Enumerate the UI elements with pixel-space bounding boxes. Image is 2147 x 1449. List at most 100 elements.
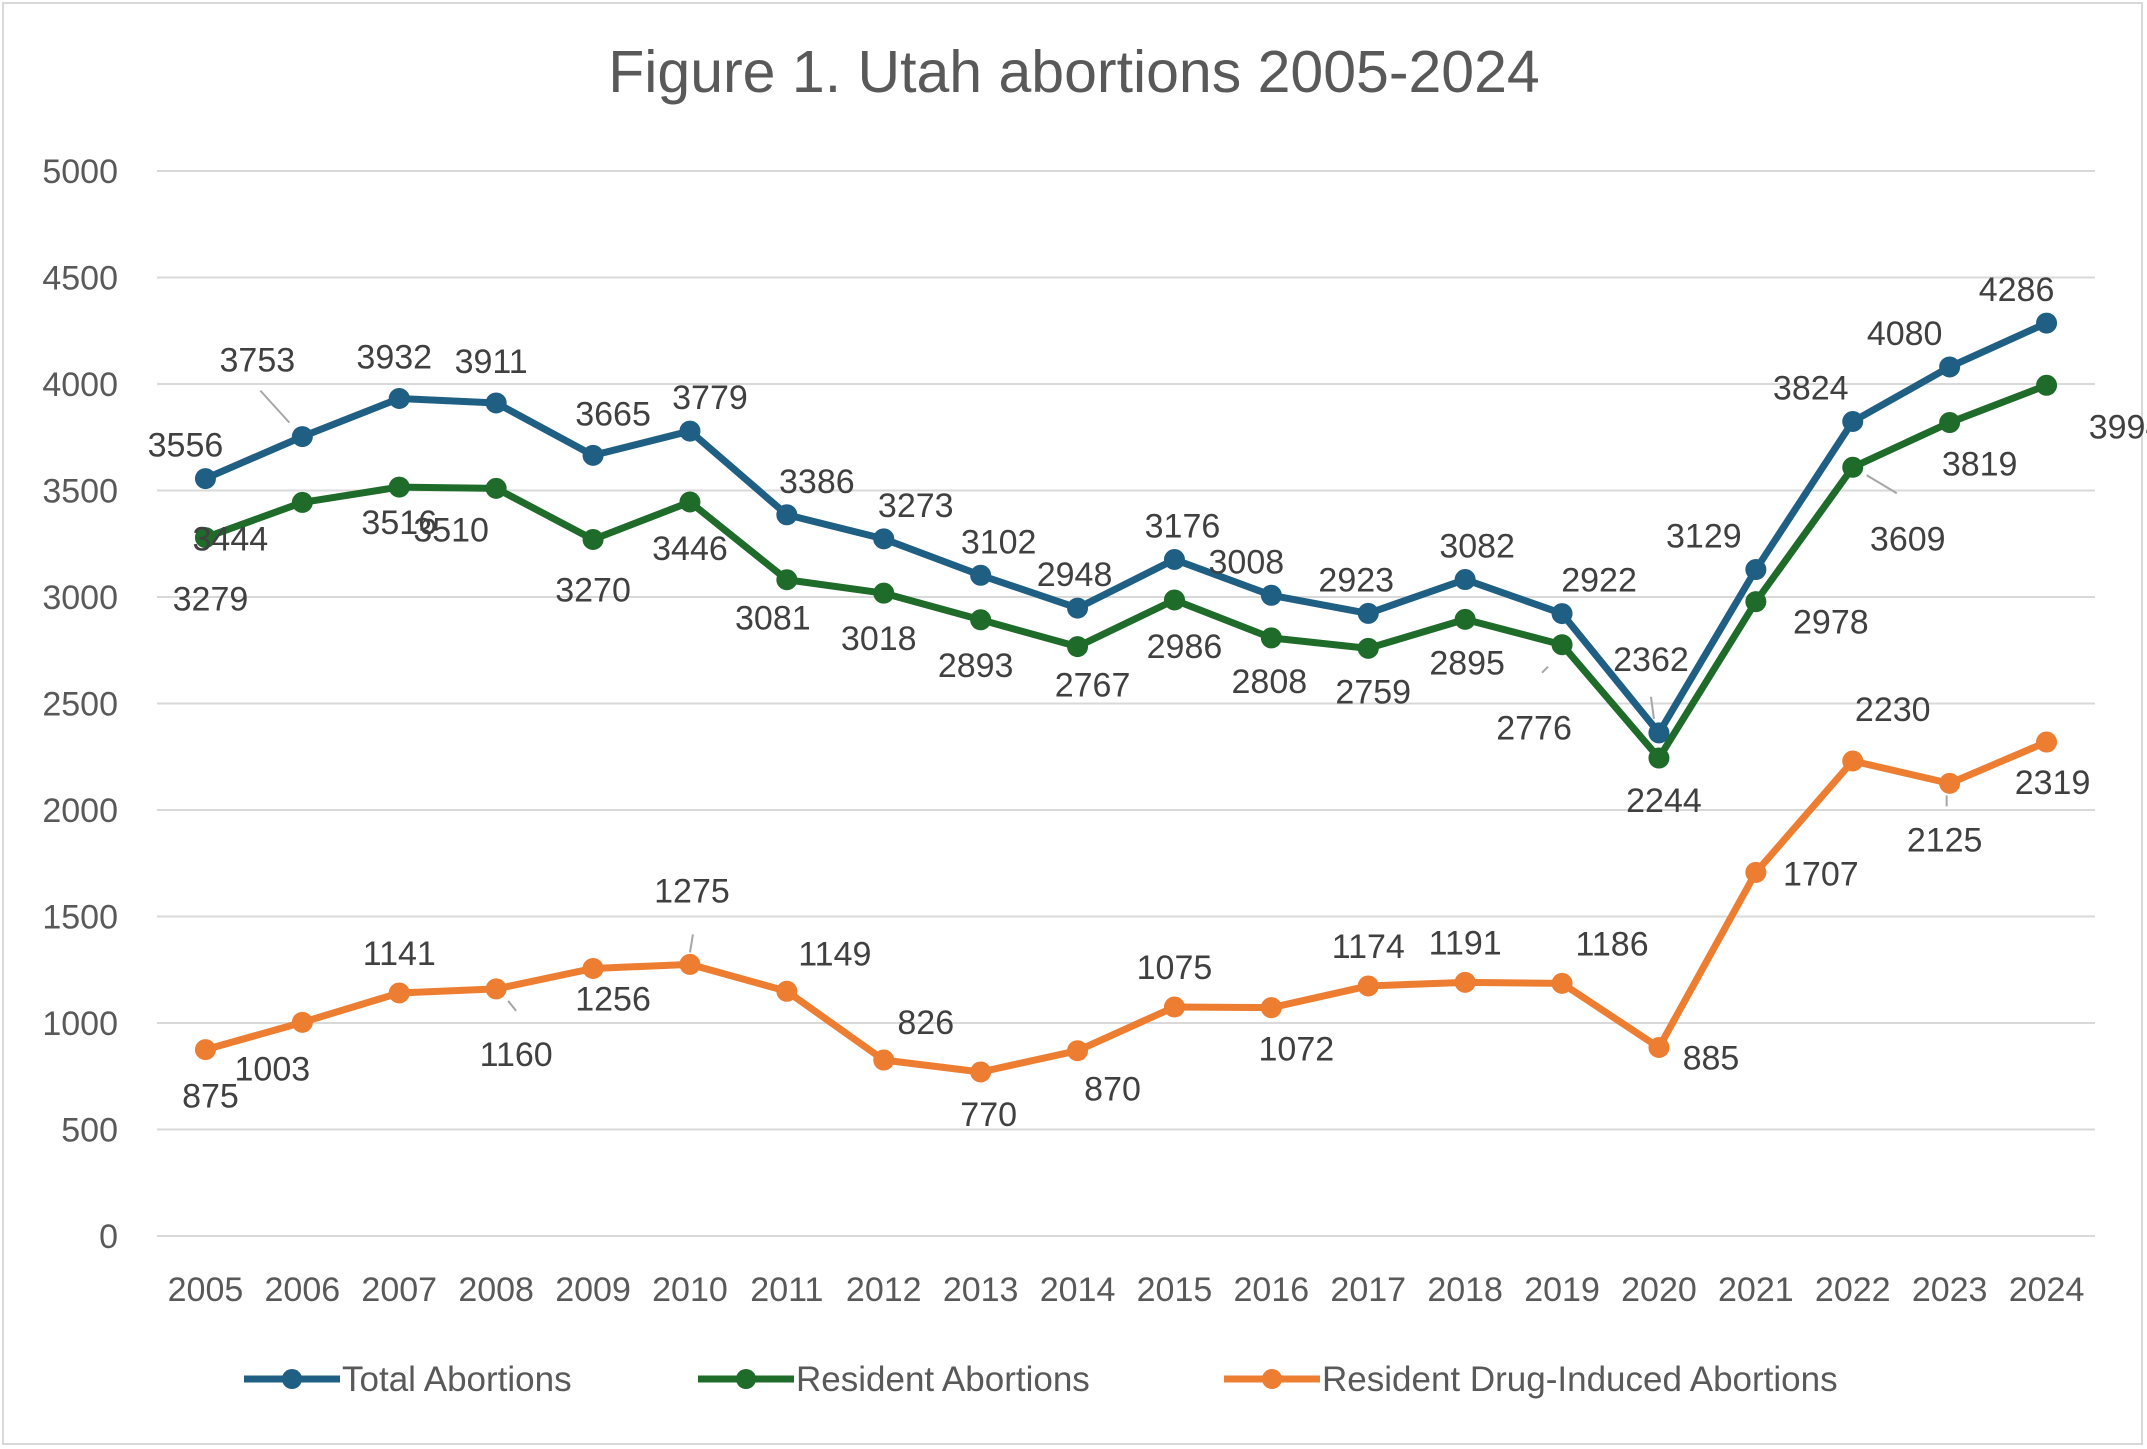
data-label: 1160: [480, 1036, 553, 1074]
data-point: [1067, 597, 1089, 619]
data-point: [1745, 559, 1767, 581]
data-label: 3386: [779, 463, 855, 501]
y-tick-label: 2500: [42, 686, 118, 724]
data-label: 2923: [1318, 561, 1394, 599]
data-label: 770: [960, 1096, 1017, 1134]
data-label: 3510: [413, 511, 489, 549]
data-point: [873, 528, 895, 550]
data-point: [679, 953, 701, 975]
data-point: [1648, 747, 1670, 769]
data-label: 826: [897, 1004, 954, 1042]
data-label: 2978: [1793, 604, 1869, 642]
data-label: 3779: [672, 379, 748, 417]
x-tick-label: 2005: [168, 1271, 244, 1309]
data-point: [388, 982, 410, 1004]
data-label: 3824: [1773, 369, 1849, 407]
data-point: [776, 504, 798, 526]
legend-label: Resident Abortions: [796, 1360, 1090, 1399]
legend-swatch-marker: [282, 1369, 302, 1389]
series-line: [204, 738, 2048, 1076]
data-point: [1745, 861, 1767, 883]
x-tick-label: 2008: [458, 1271, 534, 1309]
data-point: [1551, 634, 1573, 656]
leader-line: [259, 389, 291, 424]
legend-item[interactable]: Resident Abortions: [698, 1360, 1090, 1399]
data-label: 3994: [2089, 408, 2147, 446]
data-point: [679, 420, 701, 442]
data-point: [194, 527, 216, 549]
x-tick-label: 2018: [1427, 1271, 1503, 1309]
data-point: [1357, 637, 1379, 659]
data-point: [582, 444, 604, 466]
data-label: 4286: [1979, 271, 2055, 309]
y-tick-label: 5000: [42, 153, 118, 191]
legend-item[interactable]: Total Abortions: [244, 1360, 572, 1399]
x-tick-label: 2020: [1621, 1271, 1697, 1309]
y-tick-label: 1000: [42, 1005, 118, 1043]
data-point: [2036, 731, 2058, 753]
y-tick-label: 1500: [42, 899, 118, 937]
data-label: 2948: [1037, 556, 1113, 594]
data-label: 3516: [361, 504, 437, 542]
data-point: [2036, 374, 2058, 396]
x-tick-label: 2011: [750, 1271, 823, 1309]
data-point: [1454, 608, 1476, 630]
data-label: 3444: [193, 520, 269, 558]
data-label: 1191: [1429, 924, 1502, 962]
data-point: [1939, 412, 1961, 434]
data-point: [776, 569, 798, 591]
data-point: [776, 980, 798, 1002]
data-point: [291, 1011, 313, 1033]
data-point: [291, 426, 313, 448]
data-point: [1939, 356, 1961, 378]
data-label: 1075: [1137, 949, 1213, 987]
legend-label: Total Abortions: [342, 1360, 572, 1399]
data-label: 3102: [961, 523, 1037, 561]
data-label: 2230: [1855, 691, 1931, 729]
data-label: 1256: [575, 980, 651, 1018]
data-point: [194, 468, 216, 490]
data-point: [1745, 591, 1767, 613]
y-axis: 0 500 1000 1500 2000 2500 3000 3500 4000 4500 5000: [42, 153, 118, 1256]
series-line: [204, 319, 2048, 737]
x-tick-label: 2010: [652, 1271, 728, 1309]
data-label: 3911: [455, 343, 528, 381]
legend-item[interactable]: Resident Drug-Induced Abortions: [1224, 1360, 1838, 1399]
x-tick-label: 2007: [361, 1271, 437, 1309]
x-tick-label: 2022: [1815, 1271, 1891, 1309]
y-tick-label: 3000: [42, 579, 118, 617]
data-label: 3018: [841, 620, 917, 658]
x-tick-label: 2013: [943, 1271, 1019, 1309]
x-tick-label: 2006: [265, 1271, 341, 1309]
data-point: [1551, 603, 1573, 625]
data-point: [679, 491, 701, 513]
data-label: 1174: [1332, 928, 1405, 966]
data-label: 3819: [1942, 446, 2018, 484]
data-point: [291, 491, 313, 513]
x-tick-label: 2012: [846, 1271, 922, 1309]
legend: Total Abortions Resident Abortions Residen…: [244, 1360, 1838, 1399]
data-point: [1163, 549, 1185, 571]
data-point: [1163, 996, 1185, 1018]
data-label: 2362: [1613, 641, 1689, 679]
data-label: 3446: [652, 530, 728, 568]
data-label: 2244: [1626, 782, 1702, 820]
data-point: [485, 392, 507, 414]
x-tick-label: 2021: [1718, 1271, 1794, 1309]
x-tick-label: 2023: [1912, 1271, 1988, 1309]
x-tick-label: 2017: [1330, 1271, 1406, 1309]
data-point: [1163, 589, 1185, 611]
data-point: [485, 978, 507, 1000]
data-label: 3081: [735, 600, 811, 638]
data-point: [1454, 971, 1476, 993]
data-label: 2767: [1055, 667, 1131, 705]
data-point: [1939, 772, 1961, 794]
data-label: 3932: [356, 338, 432, 376]
data-point: [970, 609, 992, 631]
series-2: [194, 731, 2058, 1083]
leader-line: [688, 934, 694, 953]
data-label: 1003: [235, 1050, 311, 1088]
data-label: 2893: [938, 647, 1014, 685]
